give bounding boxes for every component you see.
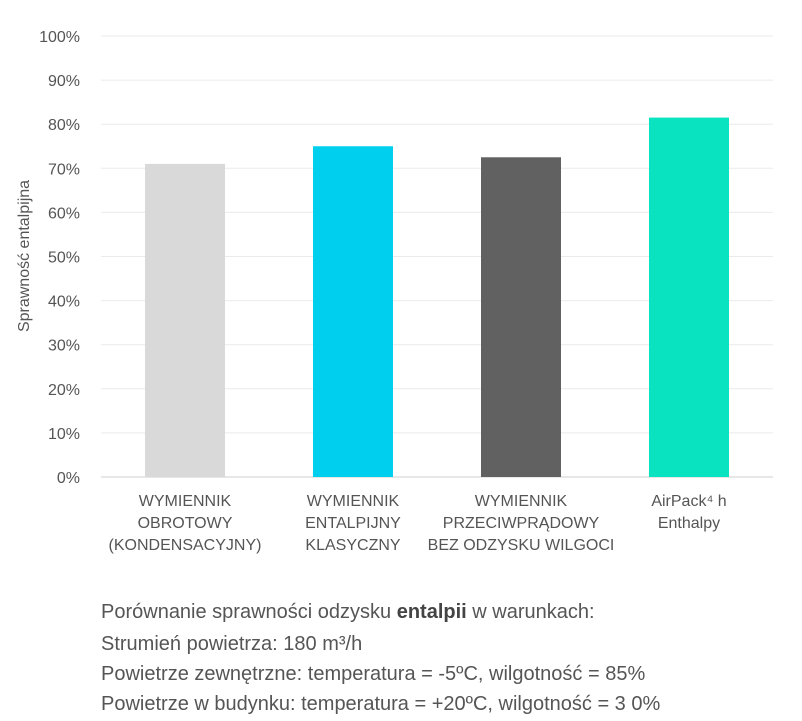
bar	[481, 157, 561, 477]
caption-outdoor-air: Powietrze zewnętrzne: temperatura = -5ºC…	[101, 663, 646, 685]
category-label-line: (KONDENSACYJNY)	[109, 537, 262, 554]
category-label: WYMIENNIK ENTALPIJNY KLASYCZNY	[305, 493, 401, 554]
y-tick-labels: 0% 10% 20% 30% 40% 50% 60% 70% 80% 90% 100%	[39, 29, 80, 487]
category-label: WYMIENNIK PRZECIWPRĄDOWY BEZ ODZYSKU WILGO…	[428, 493, 615, 554]
category-label-line: AirPack⁴ h	[651, 493, 726, 510]
y-tick-label: 0%	[57, 470, 80, 487]
y-tick-label: 80%	[48, 117, 80, 134]
category-label: AirPack⁴ h Enthalpy	[651, 493, 726, 532]
category-label-line: OBROTOWY	[138, 515, 233, 532]
category-label-line: KLASYCZNY	[305, 537, 400, 554]
bar-chart: 0% 10% 20% 30% 40% 50% 60% 70% 80% 90% 100% WYMIEN…	[16, 29, 773, 554]
category-label-line: WYMIENNIK	[139, 493, 232, 510]
category-label-line: WYMIENNIK	[307, 493, 400, 510]
category-label-line: WYMIENNIK	[475, 493, 568, 510]
y-tick-label: 70%	[48, 161, 80, 178]
category-label-line: ENTALPIJNY	[305, 515, 401, 532]
caption-heading-bold: entalpii	[396, 601, 467, 623]
y-tick-label: 10%	[48, 426, 80, 443]
y-tick-label: 50%	[48, 250, 80, 267]
caption: Porównanie sprawności odzysku entalpii w…	[101, 597, 660, 719]
y-axis-label: Sprawność entalpijna	[16, 180, 33, 332]
y-tick-label: 60%	[48, 205, 80, 222]
category-label-line: PRZECIWPRĄDOWY	[443, 515, 600, 532]
category-label-line: BEZ ODZYSKU WILGOCI	[428, 537, 615, 554]
caption-heading: Porównanie sprawności odzysku entalpii w…	[101, 597, 660, 627]
y-tick-label: 100%	[39, 29, 80, 46]
bar	[649, 117, 729, 478]
y-tick-label: 30%	[48, 338, 80, 355]
caption-airflow: Strumień powietrza: 180 m³/h	[101, 633, 363, 655]
y-tick-label: 40%	[48, 294, 80, 311]
category-label-line: Enthalpy	[658, 515, 720, 532]
bars	[145, 117, 729, 478]
bar	[145, 163, 225, 477]
category-label: WYMIENNIK OBROTOWY (KONDENSACYJNY)	[109, 493, 262, 554]
caption-heading-suffix: w warunkach:	[466, 601, 595, 623]
y-tick-label: 20%	[48, 382, 80, 399]
caption-heading-prefix: Porównanie sprawności odzysku	[101, 601, 397, 623]
category-labels: WYMIENNIK OBROTOWY (KONDENSACYJNY)WYMIENNI…	[109, 493, 727, 554]
caption-indoor-air: Powietrze w budynku: temperatura = +20ºC…	[101, 693, 661, 715]
bar	[313, 146, 393, 477]
y-tick-label: 90%	[48, 73, 80, 90]
